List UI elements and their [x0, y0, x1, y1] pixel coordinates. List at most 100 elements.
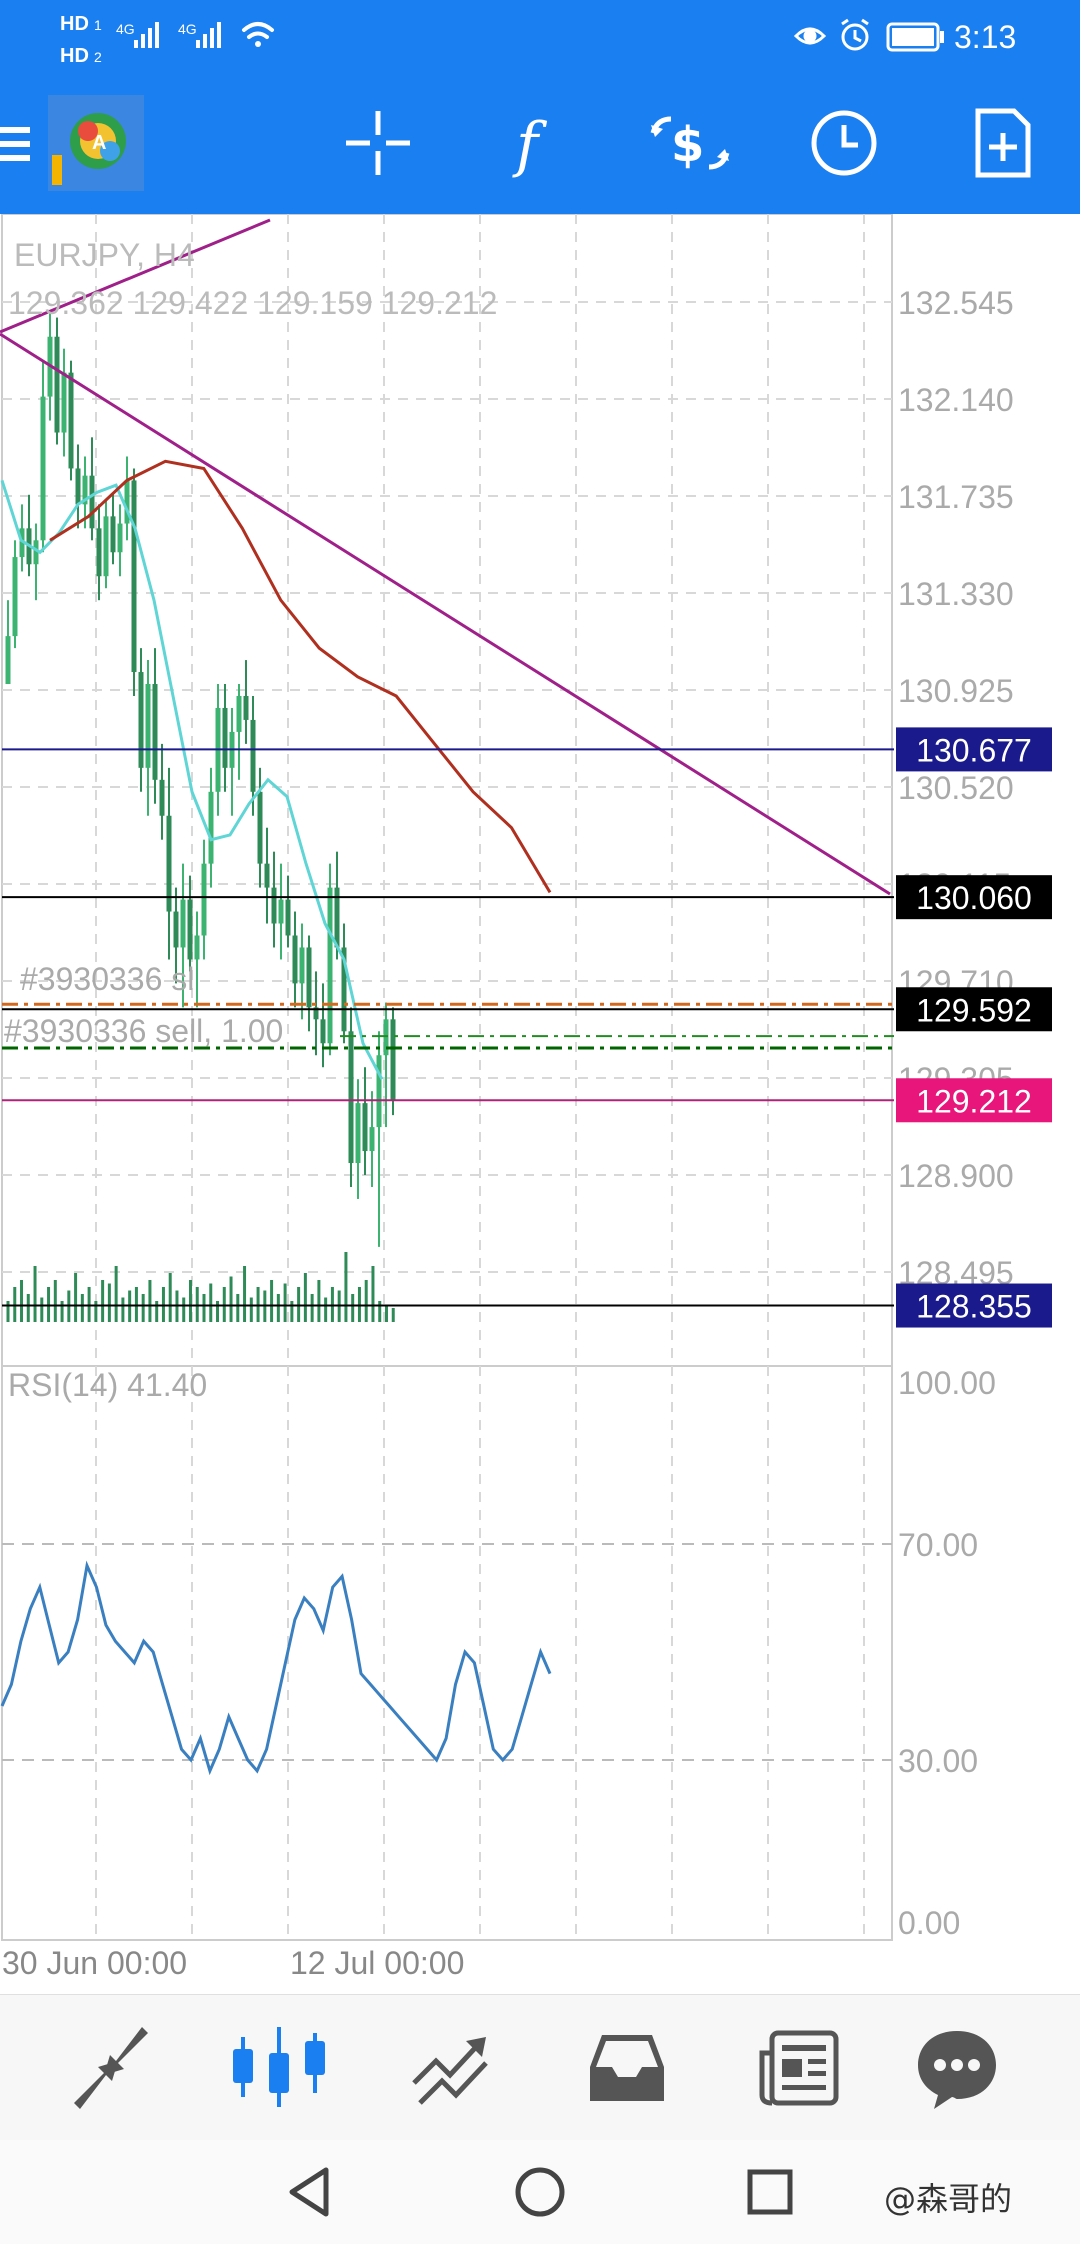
candle-body: [180, 899, 186, 948]
nav-messages[interactable]: [882, 1995, 1032, 2141]
new-order-button[interactable]: [954, 72, 1050, 214]
svg-text:A: A: [92, 132, 106, 154]
level-price-tag: [896, 987, 1052, 1032]
level-price-tag: [896, 1078, 1052, 1123]
timeframe-button[interactable]: [796, 72, 892, 214]
candle-body: [341, 947, 347, 1032]
candle-body: [390, 1019, 396, 1101]
candle-body: [327, 887, 333, 1044]
candle-body: [159, 779, 165, 816]
candle-body: [124, 480, 130, 524]
candle-body: [348, 1031, 354, 1164]
network-type-1: 4G: [116, 21, 135, 37]
price-tick-label: 132.140: [898, 382, 1014, 418]
nav-history[interactable]: [552, 1995, 702, 2141]
date-label-2: 12 Jul 00:00: [290, 1945, 464, 1981]
candle-body: [138, 672, 144, 768]
clock-time: 3:13: [954, 19, 1016, 55]
rsi-tick-label: 30.00: [898, 1743, 978, 1779]
candle-body: [320, 1019, 326, 1044]
price-tick-label: 131.735: [898, 479, 1014, 515]
crosshair-button[interactable]: [330, 72, 426, 214]
order-sl-label: #3930336 sl: [20, 961, 194, 997]
inbox-history-icon: [590, 2035, 664, 2101]
price-chart[interactable]: EURJPY, H4 129.362 129.422 129.159 129.2…: [0, 213, 1080, 1994]
level-price-text: 128.355: [916, 1289, 1032, 1325]
candle-body: [376, 1055, 382, 1128]
price-tick-label: 130.520: [898, 770, 1014, 806]
nav-trade[interactable]: [376, 1995, 526, 2141]
sim2-label: HD: [60, 45, 89, 67]
candle-body: [12, 557, 18, 637]
chart-area[interactable]: EURJPY, H4 129.362 129.422 129.159 129.2…: [0, 213, 1080, 1994]
rsi-tick-label: 70.00: [898, 1527, 978, 1563]
recents-square-icon: [747, 2169, 793, 2215]
candle-body: [369, 1127, 375, 1152]
candle-body: [152, 684, 158, 780]
chart-ohlc: 129.362 129.422 129.159 129.212: [8, 285, 497, 321]
candle-body: [250, 719, 256, 792]
date-label-1: 30 Jun 00:00: [2, 1945, 187, 1981]
nav-chart[interactable]: [204, 1995, 354, 2141]
rsi-label: RSI(14) 41.40: [8, 1367, 207, 1403]
candle-body: [299, 947, 305, 984]
candle-body: [383, 1019, 389, 1056]
candle-body: [278, 899, 284, 924]
candle-body: [257, 791, 263, 864]
indicators-button[interactable]: f: [486, 72, 582, 214]
candle-body: [243, 695, 249, 720]
trendline-upper: [0, 218, 271, 334]
candle-body: [285, 899, 291, 936]
candle-body: [313, 1007, 319, 1020]
candle-body: [75, 468, 81, 505]
candle-body: [236, 695, 242, 732]
eye-icon: [793, 27, 827, 45]
candle-body: [201, 863, 207, 936]
home-button[interactable]: [480, 2140, 600, 2244]
chart-symbol: EURJPY, H4: [14, 237, 195, 273]
candlestick-chart-icon: [233, 2027, 325, 2107]
battery-icon: [886, 22, 944, 52]
candle-body: [68, 372, 74, 469]
chart-grid: [1, 213, 893, 1941]
sim1-label: HD: [60, 13, 89, 35]
trendline-down: [0, 332, 891, 896]
menu-icon: [0, 127, 30, 161]
recents-button[interactable]: [710, 2140, 830, 2244]
price-tick-label: 130.925: [898, 673, 1014, 709]
candle-body: [194, 935, 200, 960]
candle-body: [110, 516, 116, 553]
svg-text:$: $: [671, 117, 704, 173]
candle-body: [334, 887, 340, 948]
candle-body: [145, 684, 151, 768]
menu-button[interactable]: [0, 72, 36, 214]
candle-body: [292, 935, 298, 984]
candle-body: [117, 523, 123, 553]
trade-trend-icon: [412, 2037, 488, 2105]
status-bar: HD 1 HD 2 4G 4G 3:13: [0, 0, 1080, 72]
ma-fast-line: [0, 479, 384, 1080]
price-tick-label: 132.545: [898, 285, 1014, 321]
candle-body: [82, 475, 88, 505]
price-tick-label: 131.330: [898, 576, 1014, 612]
candle-body: [131, 480, 137, 673]
home-circle-icon: [515, 2167, 565, 2217]
app-logo-button[interactable]: A: [48, 72, 144, 214]
nav-news[interactable]: [724, 1995, 874, 2141]
candle-body: [33, 540, 39, 565]
wifi-icon: [242, 22, 274, 47]
level-price-text: 130.060: [916, 880, 1032, 916]
candle-body: [89, 475, 95, 529]
candle-body: [271, 887, 277, 924]
nav-quotes[interactable]: [34, 1995, 184, 2141]
candle-body: [187, 899, 193, 960]
chart-overlays: [0, 218, 894, 1307]
timeframe-clock-icon: [811, 110, 877, 176]
level-price-tag: [896, 875, 1052, 920]
svg-text:f: f: [512, 110, 548, 180]
candle-body: [362, 1103, 368, 1152]
rsi-line: [0, 1560, 552, 1776]
trade-button[interactable]: $: [642, 72, 738, 214]
chat-bubble-icon: [918, 2031, 996, 2109]
back-button[interactable]: [250, 2140, 370, 2244]
